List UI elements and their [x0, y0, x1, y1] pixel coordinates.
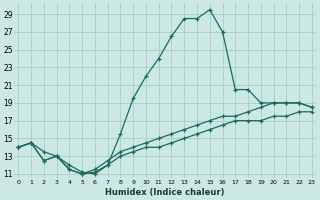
- X-axis label: Humidex (Indice chaleur): Humidex (Indice chaleur): [105, 188, 225, 197]
